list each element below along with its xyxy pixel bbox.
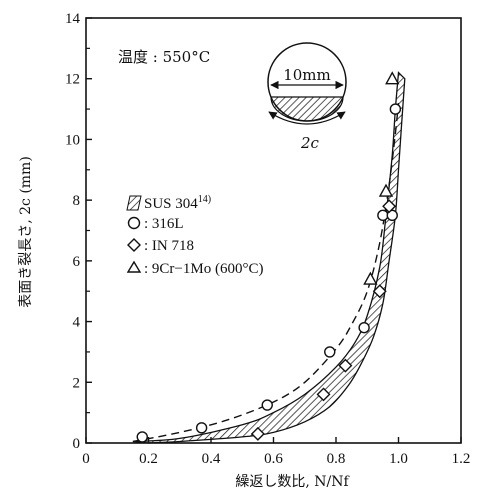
legend-circle-marker <box>127 216 141 230</box>
marker-in718 <box>316 387 331 402</box>
legend-item-in718: : IN 718 <box>127 238 194 254</box>
legend-item-9cr1mo: : 9Cr−1Mo (600°C) <box>126 260 263 277</box>
width-label: 10mm <box>283 66 331 84</box>
x-tick-label: 1.2 <box>452 451 471 467</box>
svg-text:SUS 30414): SUS 30414) <box>144 194 211 212</box>
legend-label-316l: : 316L <box>144 216 184 232</box>
marker-in718 <box>382 199 397 214</box>
marker-9cr1mo <box>385 71 400 85</box>
legend-item-316l: : 316L <box>127 216 184 232</box>
y-tick-label: 4 <box>73 315 81 331</box>
y-tick-label: 12 <box>65 72 80 88</box>
crack-arc-arrow <box>268 111 346 125</box>
marker-316l <box>358 321 370 334</box>
y-tick-label: 8 <box>73 193 81 209</box>
marker-316l <box>136 431 148 443</box>
marker-in718 <box>250 426 265 441</box>
specimen-inset: 10mm 2c <box>267 42 347 152</box>
marker-in718 <box>372 284 387 299</box>
legend-triangle-marker <box>126 260 142 273</box>
legend: SUS 30414) : 316L : IN 718 : 9Cr−1Mo (60… <box>126 194 263 277</box>
y-axis-label: 表面き裂長さ, 2c (mm) <box>18 156 34 308</box>
crack-label: 2c <box>300 134 320 152</box>
marker-316l <box>386 209 398 222</box>
crack-region <box>270 96 344 122</box>
marker-9cr1mo <box>378 183 394 197</box>
x-tick-label: 0.2 <box>139 451 158 467</box>
y-tick-label: 2 <box>73 375 81 391</box>
marker-in718 <box>338 358 353 373</box>
y-tick-label: 0 <box>73 436 81 452</box>
marker-316l <box>389 103 402 115</box>
legend-hatch-symbol <box>126 195 142 211</box>
dashed-fit-curve <box>132 102 400 443</box>
marker-316l <box>195 422 208 434</box>
y-tick-label: 6 <box>73 254 81 270</box>
x-tick-label: 0.6 <box>264 451 283 467</box>
temperature-annotation: 温度 : 550°C <box>118 48 210 66</box>
legend-diamond-marker <box>127 238 141 252</box>
legend-label-in718: : IN 718 <box>144 238 194 254</box>
x-tick-label: 0 <box>82 451 90 467</box>
legend-label-9cr1mo: : 9Cr−1Mo (600°C) <box>144 261 263 277</box>
marker-316l <box>324 346 336 358</box>
y-tick-label: 10 <box>65 132 80 148</box>
y-axis-ticks: 0 2 4 6 8 10 12 14 <box>65 11 92 452</box>
x-tick-label: 0.8 <box>327 451 346 467</box>
y-tick-label: 14 <box>65 11 81 27</box>
legend-label-sus304: SUS 304 <box>144 196 198 212</box>
marker-316l <box>377 209 389 222</box>
x-tick-label: 0.4 <box>202 451 221 467</box>
data-markers <box>136 71 402 443</box>
legend-superscript: 14) <box>198 194 211 205</box>
marker-9cr1mo <box>363 271 378 285</box>
x-axis-ticks: 0 0.2 0.4 0.6 0.8 1.0 1.2 <box>82 437 470 467</box>
sus304-band <box>132 71 406 444</box>
x-axis-label: 繰返し数比, N/Nf <box>235 474 350 490</box>
marker-316l <box>261 399 273 411</box>
x-tick-label: 1.0 <box>389 451 408 467</box>
legend-item-sus304: SUS 30414) <box>126 194 211 212</box>
